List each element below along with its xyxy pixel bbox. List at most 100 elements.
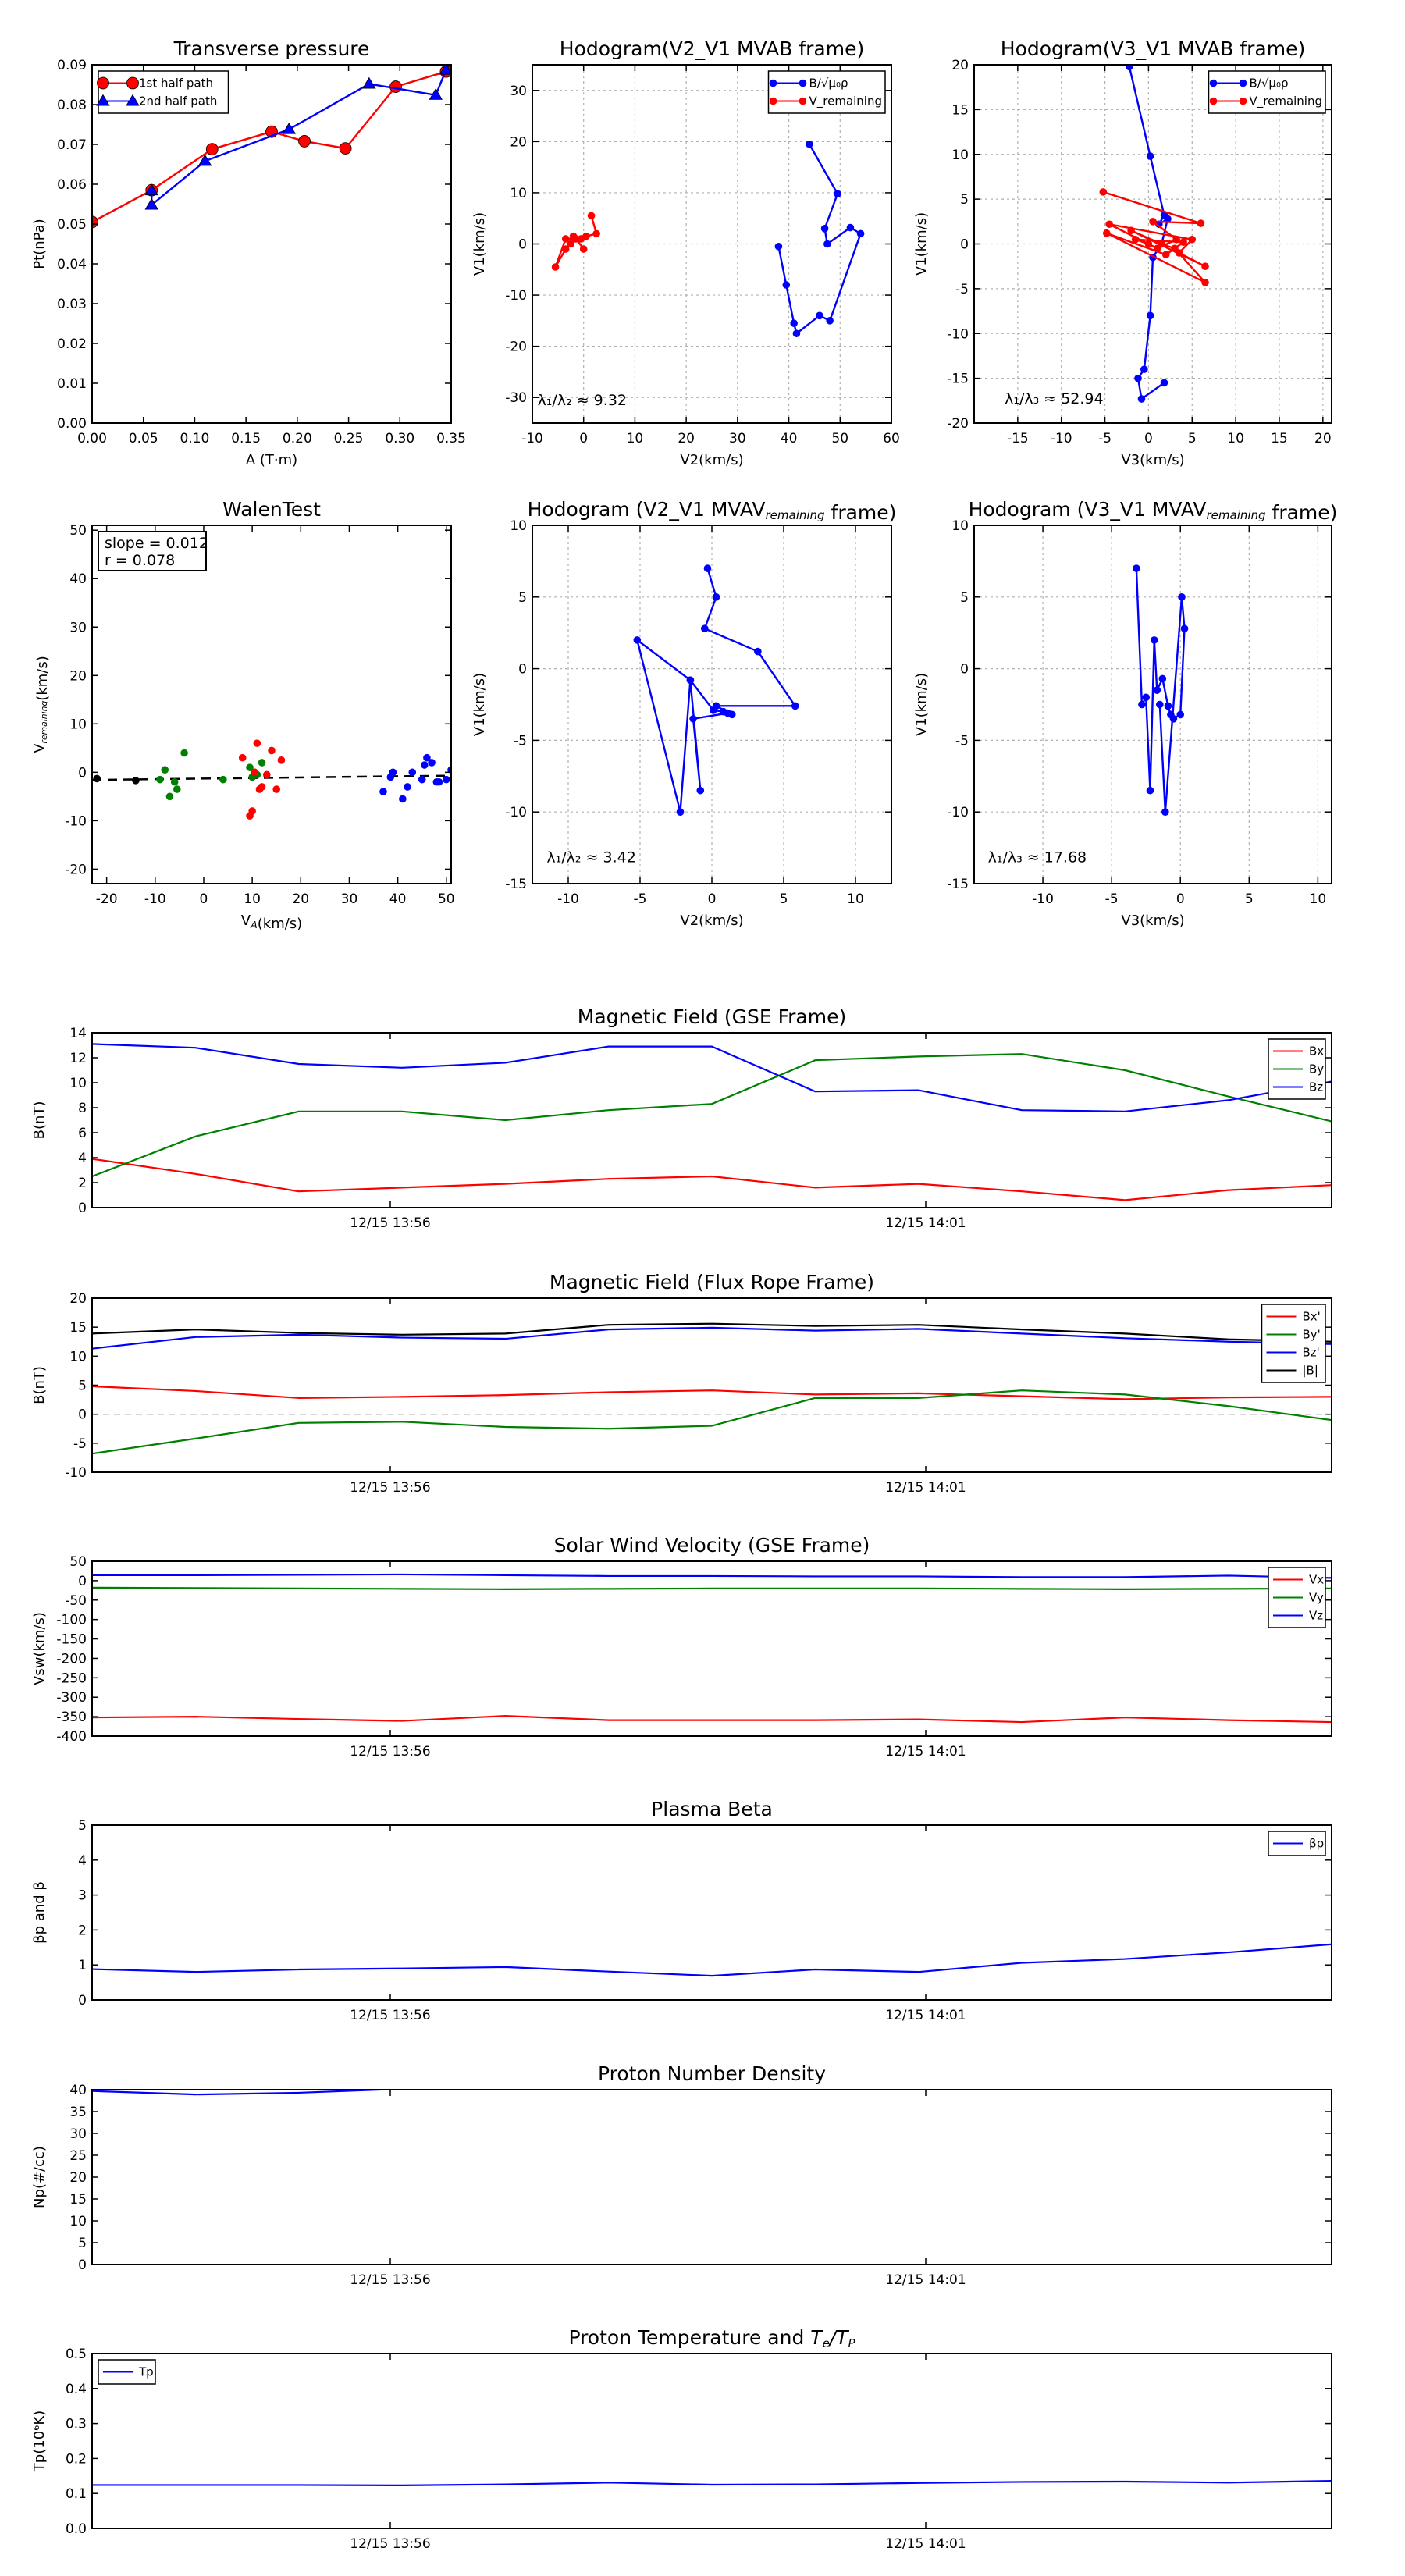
x-tick-label: 0 [200, 891, 208, 907]
y-tick-label: 10 [951, 518, 969, 534]
legend-marker [126, 76, 139, 90]
chart-title: Proton Number Density [598, 2062, 826, 2085]
data-point [719, 707, 727, 716]
plot-frame [91, 1560, 1332, 1737]
data-point [1160, 379, 1168, 387]
data-point [774, 242, 783, 251]
data-point [298, 135, 311, 148]
chart-h2: -15 -10 -5 0 5 10 15 20 -20 -15 -10 -5 0 5 10 15 20 Hodog… [913, 37, 1332, 468]
y-tick-label: -20 [505, 340, 527, 355]
legend: 1st half path 2nd half path [96, 70, 229, 114]
y-tick-label: 20 [69, 1291, 87, 1307]
legend-marker [96, 94, 110, 106]
data-point [1153, 686, 1161, 694]
y-axis-label: V1(km/s) [913, 673, 930, 736]
data-point [856, 229, 865, 238]
data-point [1156, 700, 1164, 709]
y-tick-label: 14 [69, 1026, 87, 1041]
data-point [1142, 693, 1150, 702]
data-point [205, 143, 219, 156]
data-point [579, 245, 588, 253]
x-axis-label: V3(km/s) [1121, 913, 1184, 929]
series-line-Bx' [92, 1385, 1332, 1400]
chart-title: Hodogram(V2_V1 MVAB frame) [560, 37, 864, 60]
chart-title: Hodogram (V2_V1 MVAVremaining frame) [528, 498, 897, 524]
legend-label: 1st half path [139, 76, 213, 91]
y-tick-label: 3 [78, 1888, 87, 1904]
legend-marker [769, 79, 777, 87]
y-axis-label: V1(km/s) [913, 212, 930, 276]
data-point [561, 245, 570, 253]
chart-title: Magnetic Field (Flux Rope Frame) [550, 1271, 874, 1293]
y-tick-label: -10 [65, 813, 87, 829]
series-group [93, 739, 451, 820]
y-tick-label: 0 [78, 1407, 87, 1423]
eigen-ratio-label: λ₁/λ₃ ≈ 17.68 [988, 849, 1087, 866]
series-line-1st half path [92, 70, 446, 223]
data-point [251, 768, 259, 777]
legend-label: B/√μ₀ρ [1250, 76, 1289, 91]
y-tick-label: 10 [69, 717, 87, 732]
data-point [1153, 244, 1161, 253]
data-point [1102, 229, 1111, 237]
chart-title: Solar Wind Velocity (GSE Frame) [554, 1534, 870, 1557]
x-tick-label: 12/15 14:01 [885, 1480, 966, 1496]
y-tick-label: 15 [951, 102, 969, 118]
y-tick-label: 0.2 [66, 2451, 87, 2467]
y-tick-label: 0.06 [57, 177, 87, 193]
data-point [782, 281, 791, 289]
data-point [567, 240, 575, 248]
chart-title: Transverse pressure [173, 37, 370, 60]
series-line-Tp [92, 2479, 1332, 2486]
data-point [389, 768, 397, 777]
x-tick-label: -5 [1098, 431, 1112, 447]
data-point [1169, 715, 1178, 723]
data-point [1161, 808, 1169, 816]
data-point [551, 263, 560, 271]
y-tick-label: -10 [947, 805, 969, 820]
y-tick-label: 1 [78, 1958, 87, 1973]
y-tick-label: 0.09 [57, 58, 87, 73]
y-tick-label: 0.02 [57, 336, 87, 352]
y-tick-label: 25 [69, 2148, 87, 2164]
legend: B/√μ₀ρ V_remaining [1208, 70, 1326, 114]
legend-label: 2nd half path [139, 94, 217, 109]
y-axis-label: Tp(10⁶K) [31, 2411, 48, 2472]
x-tick-label: 12/15 14:01 [885, 2272, 966, 2288]
data-point [132, 777, 140, 785]
data-point [1146, 311, 1154, 320]
eigen-ratio-label: λ₁/λ₂ ≈ 3.42 [546, 849, 635, 866]
y-tick-label: 4 [78, 1853, 87, 1869]
data-point [1201, 279, 1209, 286]
data-point [423, 753, 431, 762]
data-point [435, 777, 443, 786]
data-point [219, 775, 227, 784]
x-tick-label: 30 [729, 431, 746, 447]
x-tick-label: 0.30 [385, 431, 414, 447]
data-point [1150, 636, 1158, 644]
x-tick-label: 0.20 [283, 431, 312, 447]
x-tick-label: 30 [341, 891, 358, 907]
data-point [790, 319, 798, 327]
y-tick-label: 5 [960, 192, 969, 208]
data-point [826, 317, 834, 325]
legend-box [1208, 70, 1326, 114]
legend-label: Vx [1309, 1573, 1324, 1587]
y-tick-label: -10 [505, 805, 527, 820]
series-group [1133, 564, 1189, 816]
x-tick-label: 10 [627, 431, 644, 447]
y-tick-label: 10 [69, 1076, 87, 1091]
y-tick-label: -10 [65, 1465, 87, 1481]
x-tick-label: 20 [1314, 431, 1332, 447]
data-point [1149, 218, 1157, 226]
chart-beta: 12/15 13:56 12/15 14:01 0 1 2 3 4 5 Plasma Beta β… [31, 1798, 1332, 2023]
legend-label: B/√μ₀ρ [809, 76, 848, 91]
legend-marker [126, 94, 140, 106]
x-tick-label: -10 [521, 431, 543, 447]
y-tick-label: 0 [78, 2258, 87, 2273]
data-point [572, 235, 580, 243]
y-tick-label: 0.05 [57, 217, 87, 233]
y-tick-label: 12 [69, 1051, 87, 1066]
y-tick-label: 20 [69, 668, 87, 684]
